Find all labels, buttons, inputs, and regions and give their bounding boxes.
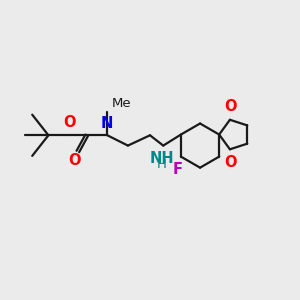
Text: N: N (101, 116, 113, 131)
Text: O: O (224, 154, 237, 169)
Text: O: O (224, 100, 237, 115)
Text: NH: NH (149, 151, 174, 166)
Text: O: O (68, 153, 81, 168)
Text: Me: Me (112, 97, 131, 110)
Text: O: O (63, 115, 75, 130)
Text: F: F (172, 162, 182, 177)
Text: H: H (157, 158, 167, 171)
